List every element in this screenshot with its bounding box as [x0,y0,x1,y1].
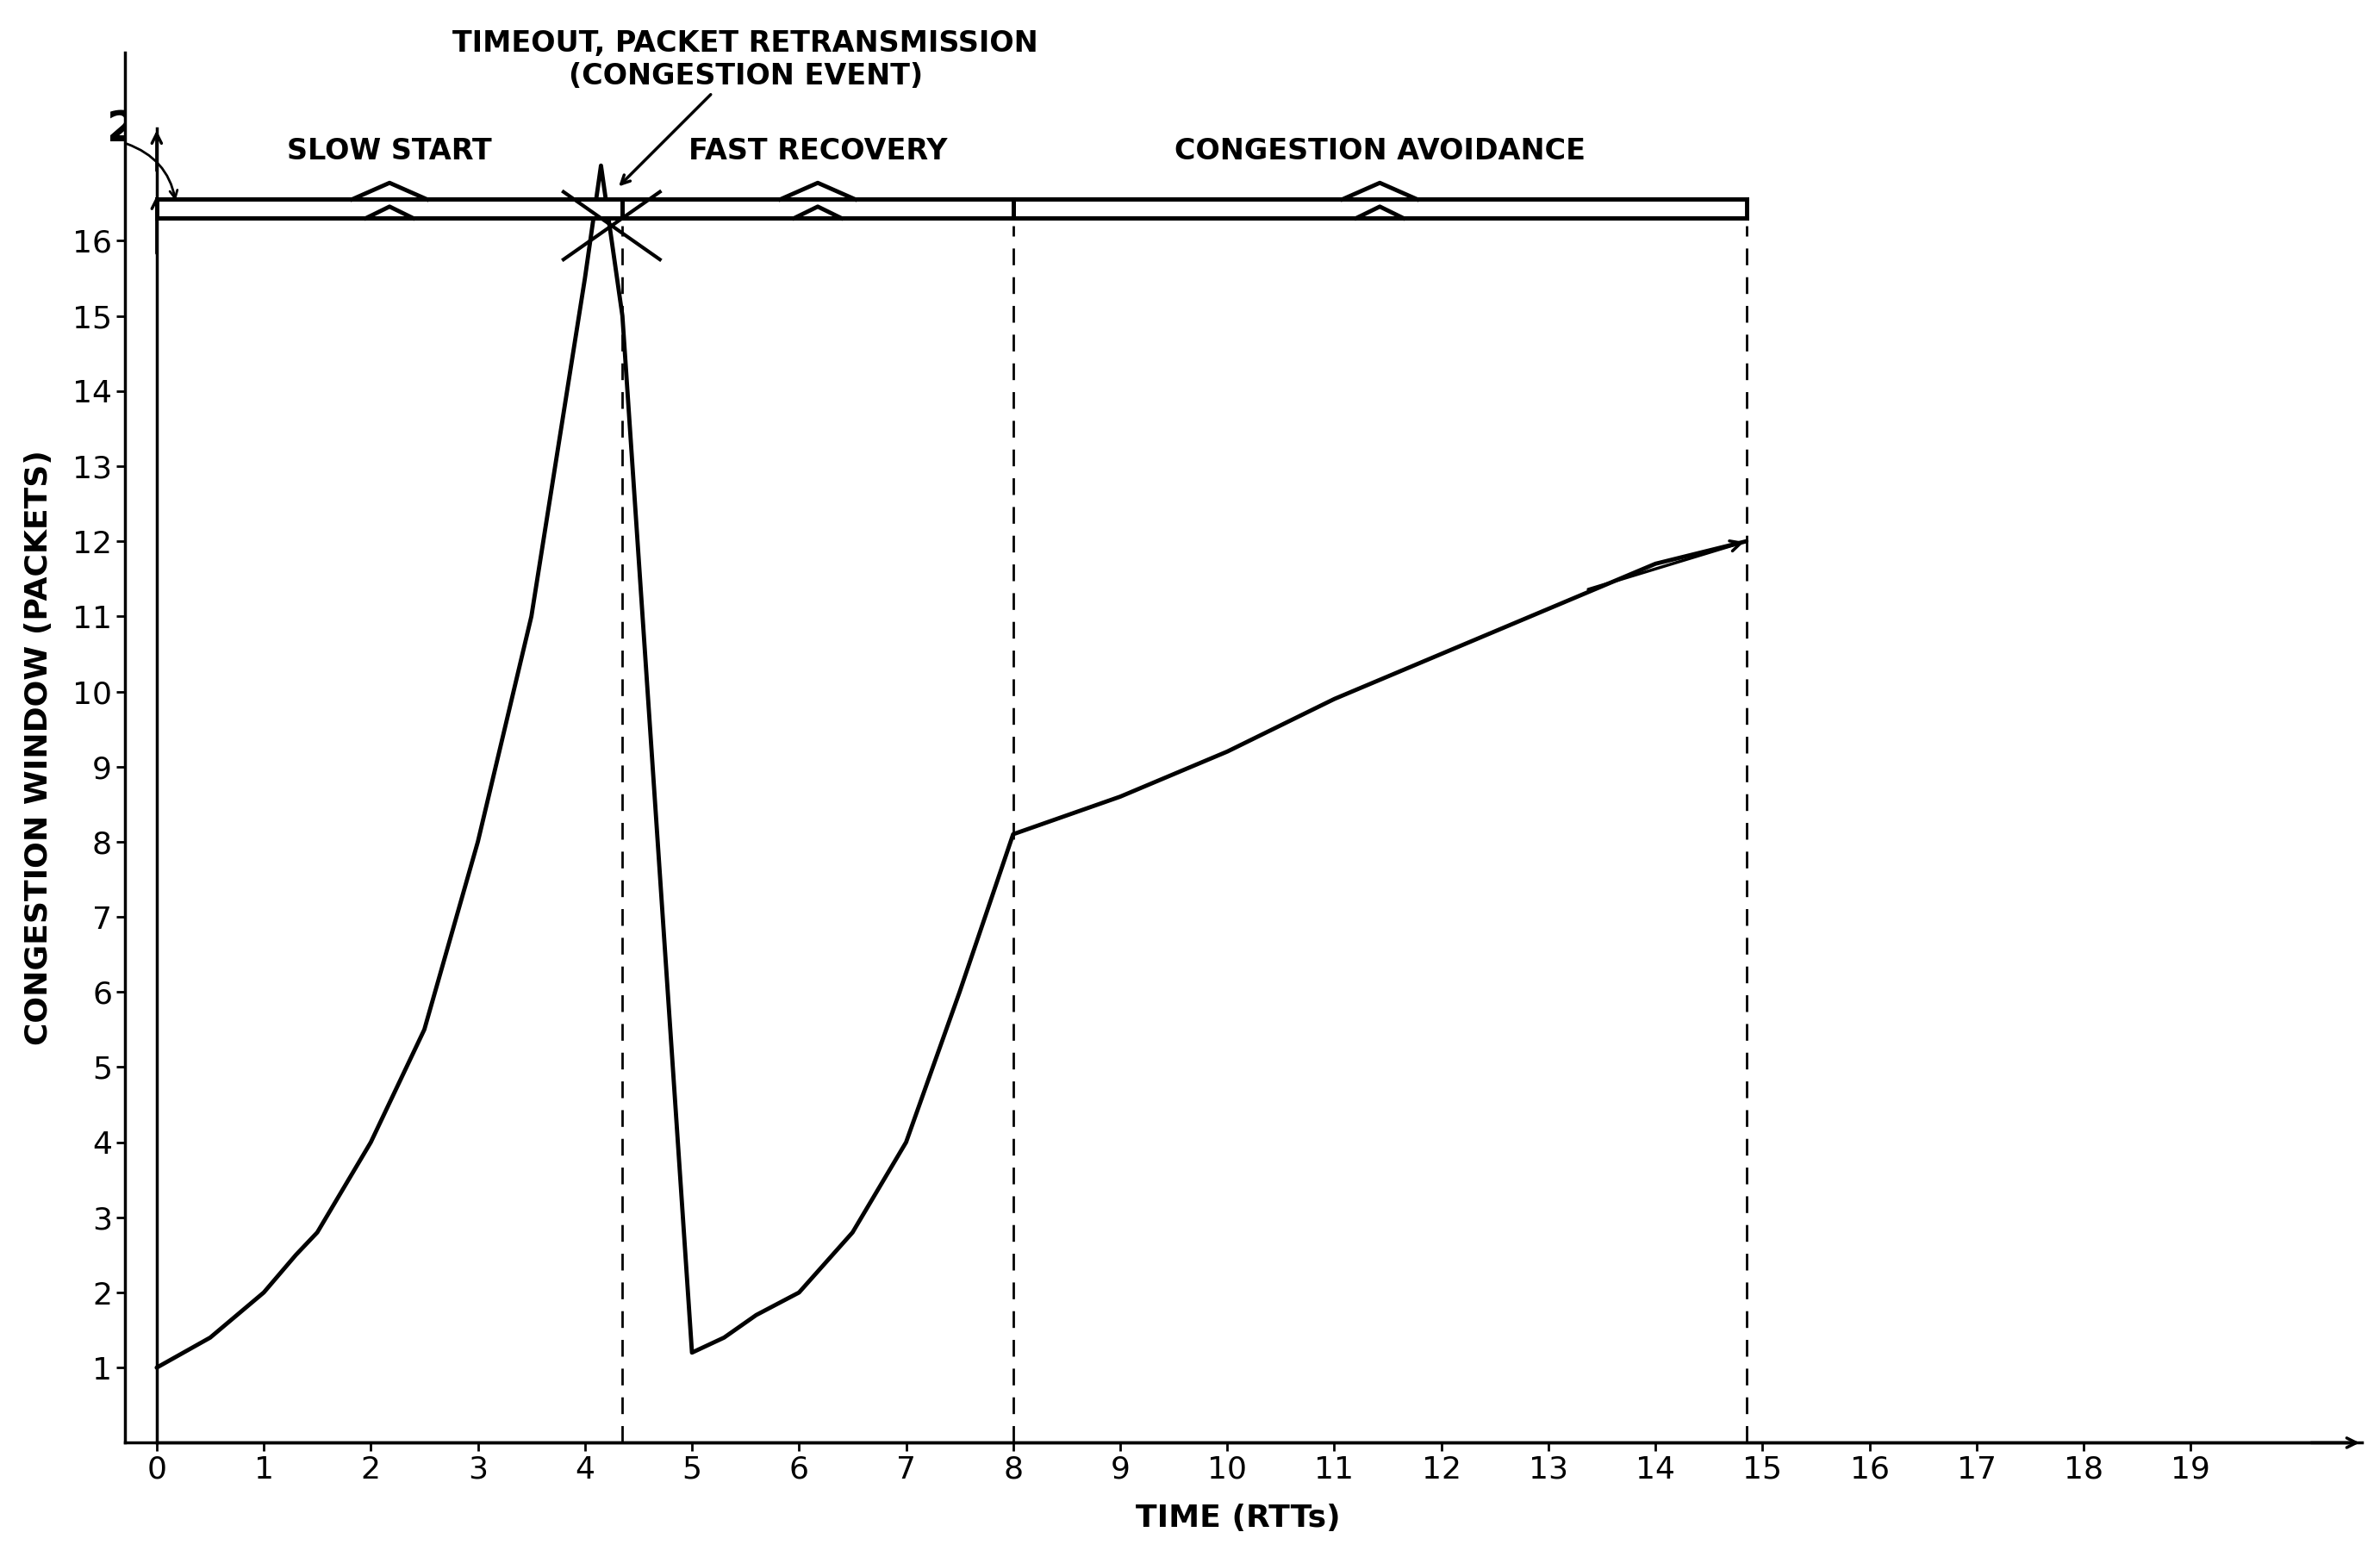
Text: TIMEOUT, PACKET RETRANSMISSION
(CONGESTION EVENT): TIMEOUT, PACKET RETRANSMISSION (CONGESTI… [452,30,1038,184]
Text: SLOW START: SLOW START [288,137,493,165]
X-axis label: TIME (RTTs): TIME (RTTs) [1135,1504,1340,1534]
Y-axis label: CONGESTION WINDOW (PACKETS): CONGESTION WINDOW (PACKETS) [24,450,52,1045]
Text: FAST RECOVERY: FAST RECOVERY [688,137,947,165]
Text: 200: 200 [107,109,198,151]
Text: CONGESTION AVOIDANCE: CONGESTION AVOIDANCE [1173,137,1585,165]
